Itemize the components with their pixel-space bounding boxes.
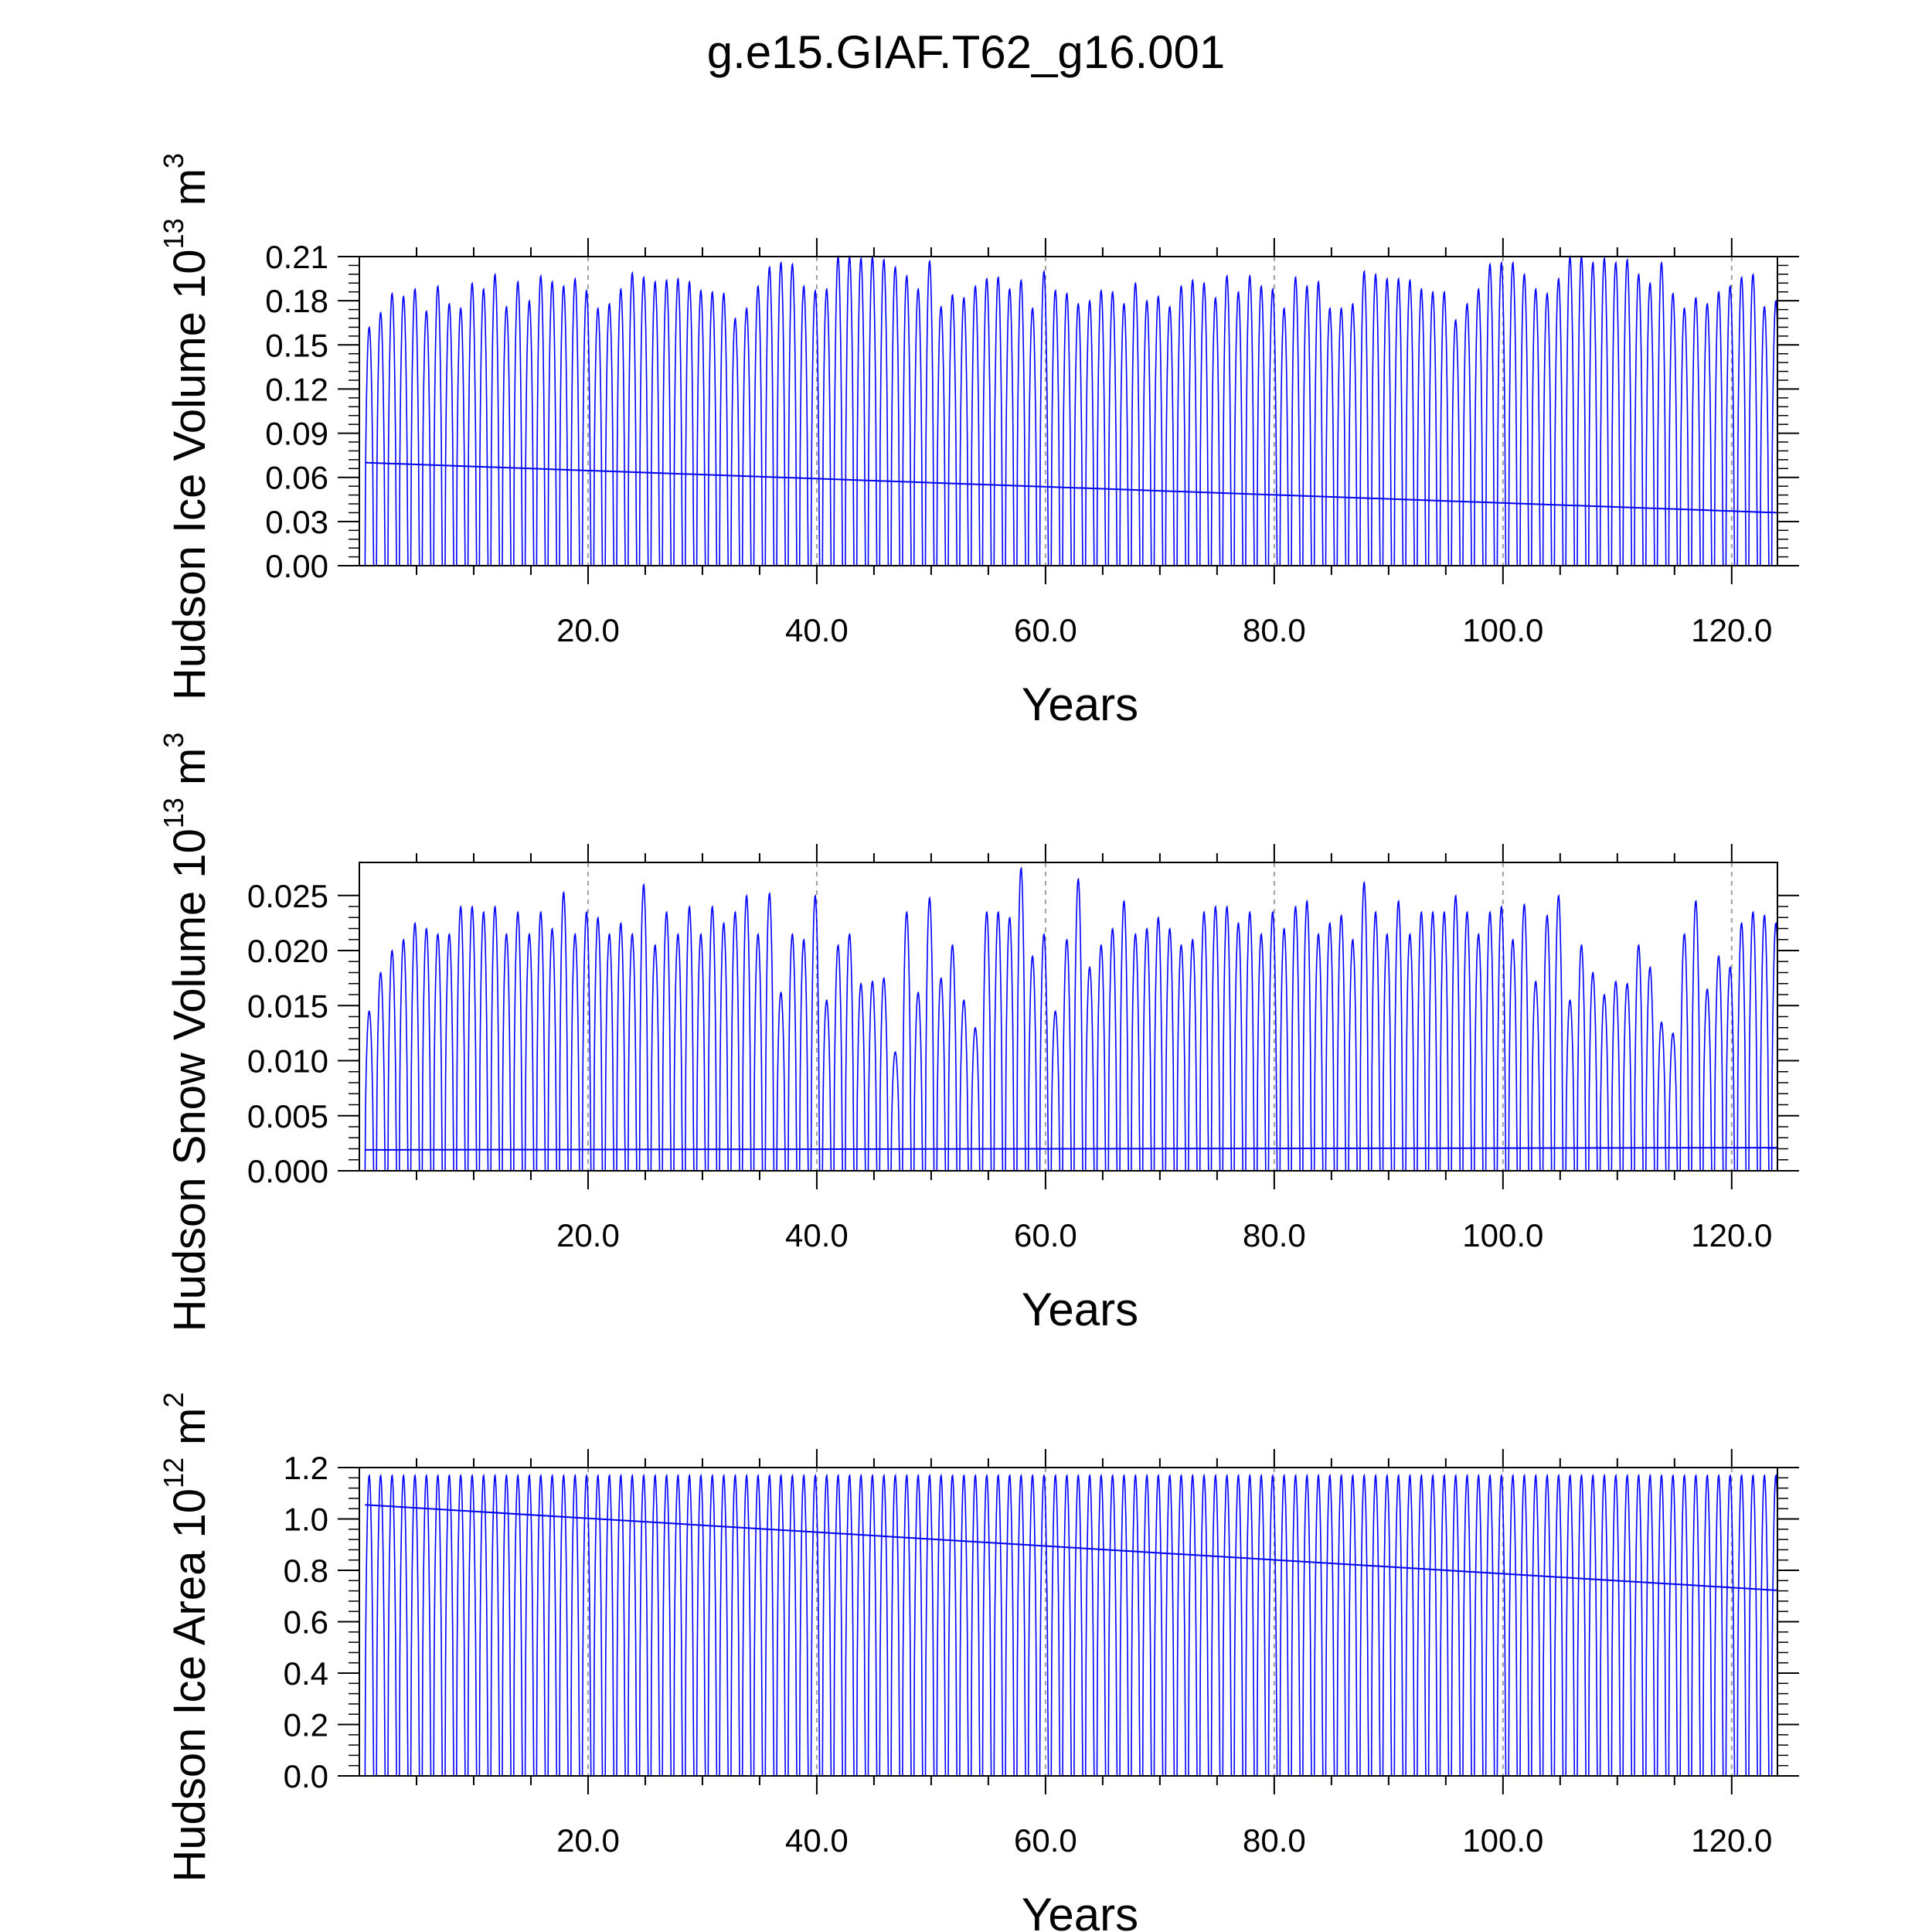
y-tick-label: 0.0 [284, 1758, 328, 1794]
y-tick-label: 0.025 [247, 878, 328, 914]
x-tick-label: 100.0 [1462, 1217, 1543, 1253]
x-tick-label: 100.0 [1462, 612, 1543, 648]
trend-line [365, 1504, 1778, 1591]
x-tick-label: 80.0 [1243, 612, 1306, 648]
y-axis-label-text: Hudson Ice Area 10 [165, 1488, 215, 1882]
x-tick-label: 60.0 [1014, 612, 1077, 648]
x-tick-label: 100.0 [1462, 1822, 1543, 1859]
y-axis-label-unit: m [165, 748, 215, 798]
y-tick-label: 0.06 [265, 460, 328, 496]
plot-frame [359, 256, 1778, 566]
chart-panel-2: 20.0 40.0 60.0 80.0 100.0 120.0 0.000 0.005 0.01… [158, 733, 1799, 1335]
y-tick-label: 0.15 [265, 327, 328, 363]
y-tick-label: 0.2 [284, 1707, 328, 1743]
x-tick-label: 20.0 [556, 612, 620, 648]
series-line-1 [364, 1473, 1778, 1777]
series-line-1 [364, 866, 1778, 1172]
y-tick-label: 0.020 [247, 933, 328, 969]
y-axis-label: Hudson Ice Area 1012 m2 [158, 1393, 215, 1883]
y-tick-label: 0.005 [247, 1098, 328, 1134]
x-tick-label: 80.0 [1243, 1217, 1306, 1253]
y-axis-label-unit: m [165, 168, 215, 218]
x-tick-label: 40.0 [785, 612, 849, 648]
y-axis-label-unit-exponent: 3 [158, 153, 189, 168]
y-tick-label: 0.015 [247, 988, 328, 1024]
series-line-1 [364, 255, 1778, 566]
figure-title: g.e15.GIAF.T62_g16.001 [707, 26, 1226, 78]
x-axis-label: Years [1022, 1889, 1138, 1932]
y-tick-label: 0.21 [265, 239, 328, 275]
x-tick-label: 20.0 [556, 1217, 620, 1253]
x-axis-label: Years [1022, 679, 1138, 730]
x-axis-label: Years [1022, 1284, 1138, 1335]
y-axis-label-text: Hudson Snow Volume 10 [165, 828, 215, 1332]
x-tick-label: 120.0 [1691, 1822, 1772, 1859]
y-tick-label: 0.8 [284, 1553, 328, 1589]
y-tick-label: 1.2 [284, 1450, 328, 1486]
y-tick-label: 0.09 [265, 416, 328, 452]
y-tick-label: 0.03 [265, 504, 328, 540]
y-axis-label: Hudson Snow Volume 1013 m3 [158, 733, 215, 1332]
y-axis-label-unit: m [165, 1408, 215, 1458]
y-axis-label-text: Hudson Ice Volume 10 [165, 249, 215, 700]
y-tick-label: 1.0 [284, 1502, 328, 1538]
y-axis-label-unit-exponent: 3 [158, 733, 189, 748]
x-tick-label: 20.0 [556, 1822, 620, 1859]
y-axis-label-unit-exponent: 2 [158, 1393, 189, 1408]
trend-line [365, 1147, 1778, 1151]
x-tick-label: 60.0 [1014, 1822, 1077, 1859]
x-tick-label: 40.0 [785, 1822, 849, 1859]
x-tick-label: 40.0 [785, 1217, 849, 1253]
y-tick-label: 0.12 [265, 371, 328, 407]
y-tick-label: 0.6 [284, 1604, 328, 1641]
y-axis-label-exponent: 13 [158, 798, 189, 828]
x-tick-label: 60.0 [1014, 1217, 1077, 1253]
y-tick-label: 0.000 [247, 1153, 328, 1189]
chart-panels: 20.0 40.0 60.0 80.0 100.0 120.00.000.030.060.… [158, 153, 1799, 1932]
x-tick-label: 120.0 [1691, 1217, 1772, 1253]
x-tick-label: 120.0 [1691, 612, 1772, 648]
y-tick-label: 0.4 [284, 1655, 328, 1692]
chart-panel-3: 20.0 40.0 60.0 80.0 100.0 120.0 0.0 0.2 0.4 0.6 0.… [158, 1393, 1799, 1932]
y-axis-label-exponent: 12 [158, 1458, 189, 1488]
trend-line [365, 461, 1778, 514]
y-tick-label: 0.010 [247, 1043, 328, 1080]
y-axis-label-exponent: 13 [158, 218, 189, 249]
y-tick-label: 0.18 [265, 283, 328, 319]
x-tick-label: 80.0 [1243, 1822, 1306, 1859]
y-axis-label: Hudson Ice Volume 1013 m3 [158, 153, 215, 700]
y-tick-label: 0.00 [265, 548, 328, 584]
chart-panel-1: 20.0 40.0 60.0 80.0 100.0 120.0 0.00 0.03 0.06 0.… [158, 153, 1799, 730]
